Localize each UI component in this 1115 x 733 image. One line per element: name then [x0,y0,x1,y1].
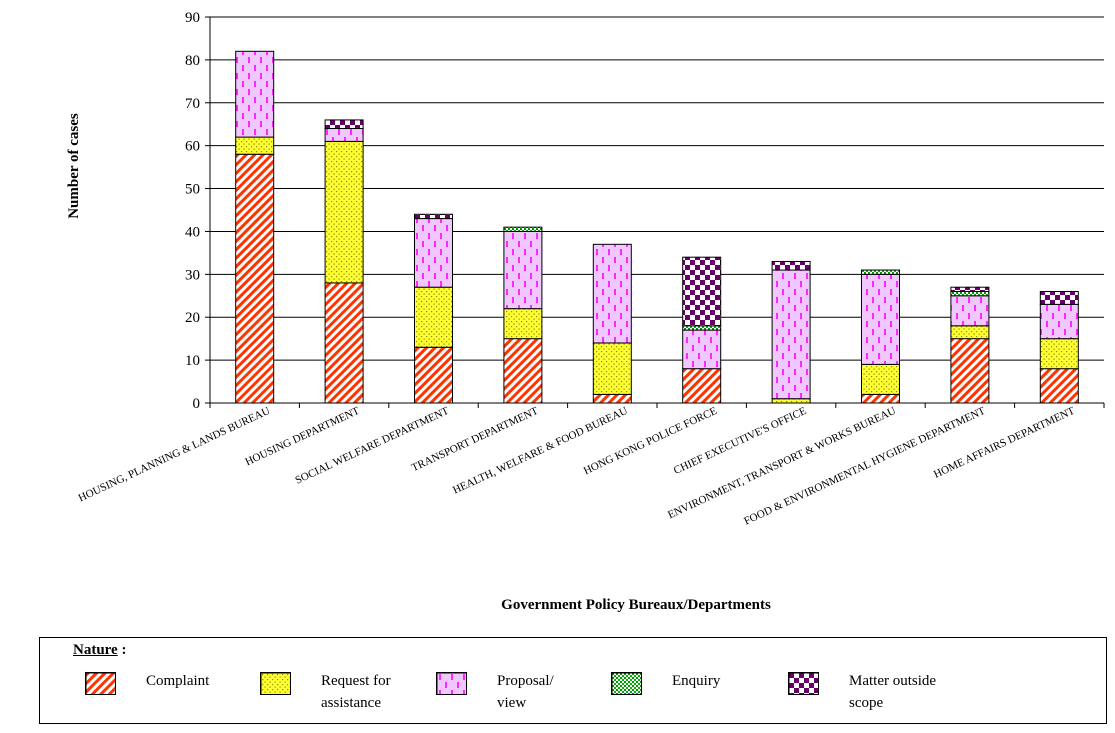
y-tick-label: 40 [185,224,200,240]
bar-segment-enquiry [682,325,722,331]
bar-segment-complaint [861,393,900,404]
legend-title-suffix: : [117,642,127,658]
bar-segment-complaint [950,338,990,404]
request-swatch [260,672,291,695]
legend-label: Enquiry [672,673,721,689]
x-axis-label: Government Policy Bureaux/Departments [501,597,771,613]
legend-label: Request for assistance [321,673,391,711]
bar-segment-request-for-assistance [324,140,364,284]
bars [235,50,1079,404]
bar-segment-proposal-view [1039,303,1079,340]
bar-segment-matter-outside-scope [1039,290,1079,305]
bar-segment-request-for-assistance [235,136,275,155]
x-tick-label: HEALTH, WELFARE & FOOD BUREAU [451,405,630,497]
bar-segment-request-for-assistance [503,308,543,340]
bar-segment-request-for-assistance [950,325,990,340]
bar-segment-complaint [414,346,453,404]
x-tick-label: HOUSING, PLANNING & LANDS BUREAU [77,405,272,505]
bar-segment-complaint [503,338,543,404]
bar-segment-proposal-view [324,128,364,142]
legend-label: Proposal/ view [497,673,554,711]
outside-scope-swatch [788,672,819,695]
bar-segment-proposal-view [771,269,811,400]
bar-segment-matter-outside-scope [950,286,990,292]
bar-segment-proposal-view [682,329,722,370]
bar-segment-matter-outside-scope [414,213,453,220]
y-tick-label: 60 [185,139,200,155]
bar-segment-complaint [324,282,364,404]
bar-segment-matter-outside-scope [771,260,811,271]
legend-item-outside-scope: Matter outside scope [788,672,979,714]
bar-segment-proposal-view [503,230,543,310]
y-tick-label: 80 [185,53,200,69]
y-tick-label: 0 [193,396,201,412]
bar-segment-complaint [592,393,632,404]
complaint-swatch [85,672,116,695]
bar-segment-request-for-assistance [861,363,900,395]
bar-segment-matter-outside-scope [682,256,722,327]
y-tick-label: 10 [185,353,200,369]
bar-segment-request-for-assistance [771,398,811,404]
y-tick-label: 90 [185,10,200,26]
bar-segment-proposal-view [414,218,453,288]
legend-label: Matter outside scope [849,673,937,711]
enquiry-swatch [611,672,642,695]
y-tick-label: 20 [185,310,200,326]
y-tick-label: 50 [185,182,200,198]
bar-segment-proposal-view [235,50,275,138]
bar-segment-enquiry [861,269,900,275]
bar-segment-complaint [1039,368,1079,404]
legend: Nature : Complaint Request for assistanc… [39,637,1107,724]
bar-segment-enquiry [503,226,543,232]
bar-segment-complaint [235,153,275,404]
x-tick-label: SOCIAL WELFARE DEPARTMENT [293,405,451,487]
legend-item-proposal: Proposal/ view [436,672,627,714]
bar-segment-request-for-assistance [592,342,632,395]
axes: 0 10 20 30 40 50 60 70 80 90 HOUSING, PLANNING & L… [77,10,1105,528]
bar-segment-enquiry [950,290,990,297]
bar-segment-complaint [682,368,722,404]
bar-segment-proposal-view [592,243,632,344]
proposal-swatch [436,672,467,695]
legend-item-request: Request for assistance [260,672,451,714]
legend-item-complaint: Complaint [85,672,276,695]
bar-segment-proposal-view [861,273,900,365]
bar-segment-request-for-assistance [1039,338,1079,370]
bar-segment-matter-outside-scope [324,119,364,130]
bar-segment-proposal-view [950,295,990,327]
y-tick-label: 30 [185,267,200,283]
legend-title: Nature : [73,642,126,659]
x-tick-label: HOME AFFAIRS DEPARTMENT [932,405,1077,481]
chart: 0 10 20 30 40 50 60 70 80 90 HOUSING, PLANNING & L… [66,10,1105,613]
y-tick-label: 70 [185,96,200,112]
legend-item-enquiry: Enquiry [611,672,802,695]
y-axis-label: Number of cases [66,113,82,219]
legend-title-text: Nature [73,642,118,658]
legend-label: Complaint [146,673,210,689]
bar-segment-request-for-assistance [414,286,453,348]
